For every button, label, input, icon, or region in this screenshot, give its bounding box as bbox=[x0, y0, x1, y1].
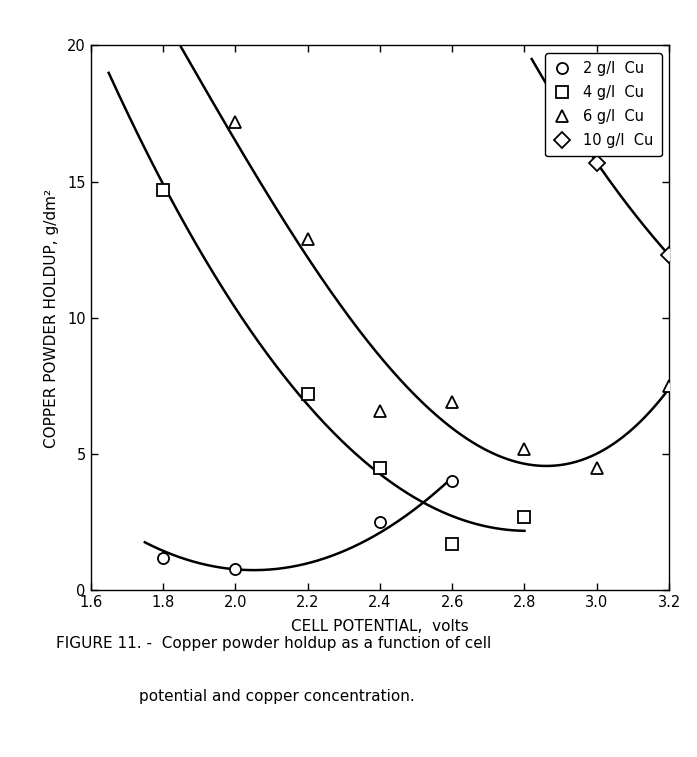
Y-axis label: COPPER POWDER HOLDUP, g/dm²: COPPER POWDER HOLDUP, g/dm² bbox=[44, 188, 59, 447]
Legend: 2 g/l  Cu, 4 g/l  Cu, 6 g/l  Cu, 10 g/l  Cu: 2 g/l Cu, 4 g/l Cu, 6 g/l Cu, 10 g/l Cu bbox=[545, 53, 662, 157]
X-axis label: CELL POTENTIAL,  volts: CELL POTENTIAL, volts bbox=[291, 618, 469, 634]
Text: FIGURE 11. -  Copper powder holdup as a function of cell: FIGURE 11. - Copper powder holdup as a f… bbox=[56, 636, 491, 651]
Text: potential and copper concentration.: potential and copper concentration. bbox=[139, 689, 415, 704]
